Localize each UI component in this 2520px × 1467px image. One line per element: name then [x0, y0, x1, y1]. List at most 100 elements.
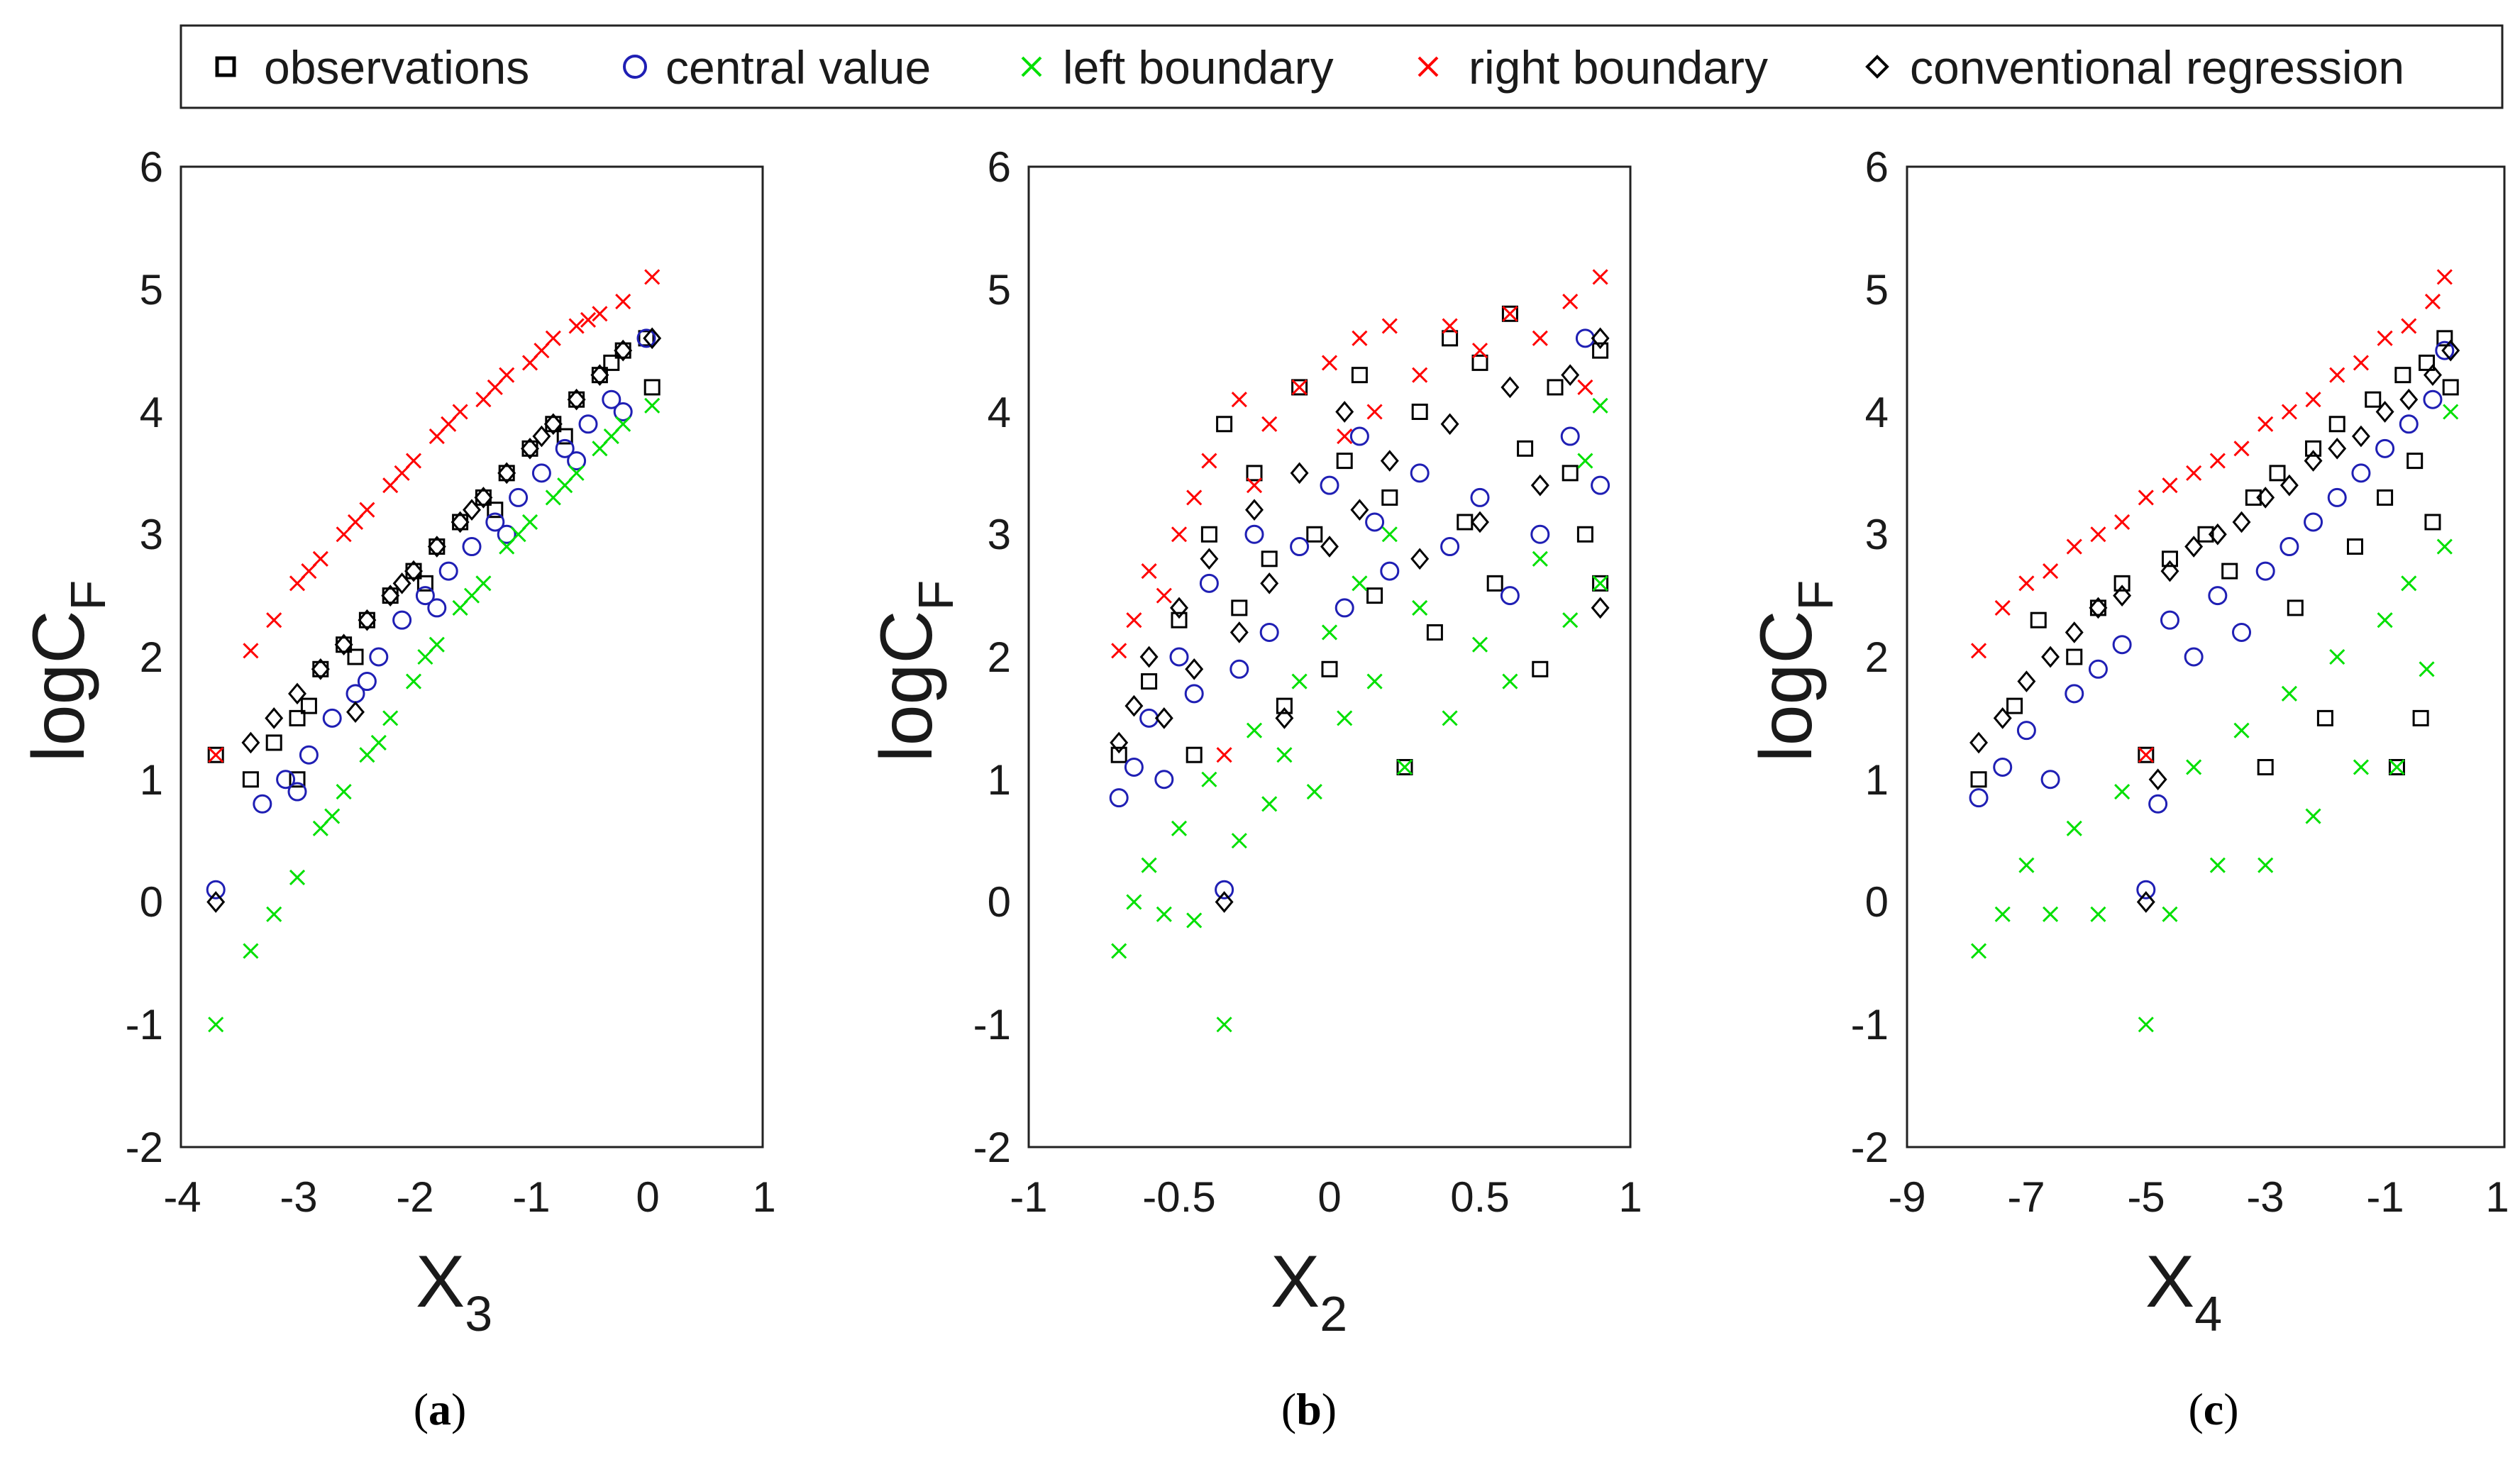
central-value-point — [1530, 524, 1550, 544]
right-boundary-point — [1577, 379, 1593, 396]
left-boundary-point — [1381, 526, 1398, 543]
conventional-regression-point — [2304, 450, 2323, 472]
ytick-label: 3 — [988, 511, 1011, 558]
right-boundary-point — [336, 526, 352, 543]
conventional-regression-point — [1139, 646, 1159, 668]
right-boundary-point — [382, 477, 399, 494]
observations-point — [2377, 489, 2394, 506]
conventional-regression-point — [543, 413, 563, 436]
observations-point — [2197, 526, 2214, 543]
observations-point — [1426, 624, 1443, 641]
right-boundary-point — [2090, 526, 2106, 543]
right-boundary-point — [1592, 269, 1608, 285]
left-boundary-point — [2114, 783, 2131, 800]
right-boundary-point — [394, 465, 410, 481]
right-boundary-point — [1994, 599, 2011, 616]
left-boundary-point — [1306, 783, 1322, 800]
conventional-regression-point — [241, 731, 260, 754]
observations-point — [2113, 575, 2131, 592]
conventional-regression-point — [2148, 768, 2167, 791]
observations-point — [347, 648, 364, 665]
central-value-point — [1109, 788, 1129, 808]
panel-b-caption: (b) — [1281, 1384, 1337, 1434]
central-value-point — [369, 647, 389, 667]
conventional-regression-point — [1591, 327, 1610, 350]
ytick-label: -2 — [973, 1124, 1011, 1171]
right-boundary-point — [2162, 477, 2178, 494]
left-boundary-point — [1321, 624, 1338, 641]
observations-point — [1186, 746, 1203, 763]
left-boundary-point — [2377, 612, 2393, 629]
conventional-regression-point — [1290, 462, 1309, 485]
ytick-label: 0 — [140, 878, 163, 926]
central-value-point — [602, 389, 621, 409]
left-boundary-point — [1156, 906, 1172, 922]
right-boundary-point — [487, 379, 503, 396]
left-boundary-point — [592, 441, 608, 457]
central-value-point — [357, 672, 377, 692]
right-boundary-point — [568, 318, 585, 334]
right-boundary-point — [1171, 526, 1188, 543]
central-value-point — [485, 512, 505, 532]
conventional-regression-point — [1275, 707, 1294, 729]
conventional-regression-point — [1561, 364, 1580, 386]
observations-point — [2030, 611, 2047, 629]
right-boundary-point — [2401, 318, 2417, 334]
right-boundary-point — [359, 502, 375, 518]
legend-label: conventional regression — [1910, 41, 2404, 94]
central-value-point — [1349, 426, 1369, 446]
observations-point — [1216, 416, 1233, 433]
observations-point — [289, 709, 306, 726]
right-boundary-point — [2066, 538, 2082, 555]
left-boundary-point — [2443, 404, 2459, 420]
legend-item-left-boundary: left boundary — [1021, 41, 1334, 94]
conventional-regression-point — [1215, 891, 1234, 913]
observations-point — [416, 575, 433, 592]
observations-point — [1321, 660, 1338, 677]
observations-point — [1246, 465, 1263, 482]
left-boundary-point — [359, 747, 375, 763]
left-boundary-point — [1532, 550, 1548, 567]
left-boundary-point — [1366, 673, 1383, 690]
right-boundary-point — [1201, 453, 1217, 469]
ytick-label: -2 — [126, 1124, 163, 1171]
left-boundary-point — [2419, 661, 2435, 677]
left-boundary-point — [2258, 857, 2274, 873]
ylabel: logCF — [18, 580, 116, 763]
legend-marker-circle — [623, 55, 647, 79]
conventional-regression-point — [1124, 694, 1144, 717]
xtick-label: 1 — [2485, 1173, 2509, 1221]
observations-point — [2066, 648, 2083, 665]
right-boundary-point — [1186, 489, 1203, 506]
observations-point — [242, 771, 259, 788]
conventional-regression-point — [2423, 364, 2442, 386]
observations-point — [1486, 575, 1503, 592]
legend-label: right boundary — [1469, 41, 1768, 94]
central-value-point — [287, 782, 307, 802]
central-value-point — [1229, 659, 1249, 679]
conventional-regression-point — [1440, 413, 1459, 436]
left-boundary-point — [1186, 912, 1203, 929]
observations-point — [2245, 489, 2262, 506]
left-boundary-point — [2305, 808, 2321, 824]
conventional-regression-point — [288, 682, 306, 705]
observations-point — [1231, 599, 1248, 616]
observations-point — [1592, 342, 1609, 359]
conventional-regression-point — [1200, 548, 1219, 570]
observations-point — [1381, 489, 1398, 506]
central-value-point — [1320, 475, 1339, 495]
left-boundary-point — [1216, 1017, 1232, 1033]
legend-item-central-value: central value — [623, 41, 931, 94]
legend-marker-x — [1021, 56, 1042, 77]
right-boundary-point — [2258, 416, 2274, 432]
left-boundary-point — [1471, 636, 1488, 653]
left-boundary-point — [382, 710, 399, 726]
right-boundary-point — [1412, 367, 1428, 383]
panel-a-xticks: -4 -3 -2 -1 0 1 — [163, 1173, 775, 1221]
right-boundary-point — [2043, 563, 2059, 580]
left-boundary-point — [2162, 906, 2178, 922]
observations-point — [2442, 379, 2459, 396]
left-boundary-point — [1502, 673, 1518, 690]
left-boundary-point — [324, 808, 341, 824]
conventional-regression-point — [2184, 536, 2204, 558]
